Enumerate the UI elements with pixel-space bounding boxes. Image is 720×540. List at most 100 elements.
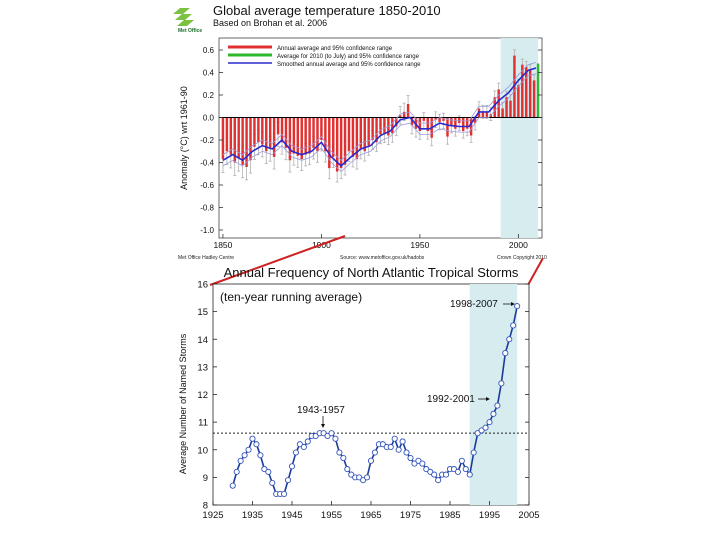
top-bar (525, 66, 528, 118)
bottom-y-tick-label: 15 (197, 307, 208, 318)
top-smooth-band (222, 62, 537, 173)
top-y-axis: -1.0 -0.8 -0.6 -0.4 -0.2 0.0 0.2 0.4 0.6 (200, 46, 542, 235)
top-bar (276, 117, 280, 135)
top-bar (473, 117, 477, 124)
top-bar (284, 117, 288, 148)
annotation-mid: 1943-1957 (297, 405, 345, 428)
top-y-tick-label: 0.0 (203, 114, 215, 123)
bottom-highlight-region (469, 284, 518, 505)
top-bar (229, 117, 233, 155)
bottom-y-tick-label: 12 (197, 390, 208, 401)
bottom-marker (494, 402, 501, 409)
legend-smoothed: Smoothed annual average and 95% confiden… (277, 62, 421, 68)
top-bar (469, 117, 473, 136)
top-y-tick-label: 0.4 (203, 69, 215, 78)
top-bar (391, 117, 394, 134)
met-office-logo: Met Office (173, 8, 202, 34)
top-bar (532, 80, 536, 118)
top-bar-2010 (536, 63, 540, 118)
top-bar (528, 70, 532, 118)
top-bar (320, 117, 323, 140)
connector-left (209, 235, 346, 286)
bottom-chart: Annual Frequency of North Atlantic Tropi… (178, 265, 540, 521)
bottom-y-tick-label: 16 (197, 280, 208, 291)
top-bar (343, 117, 347, 165)
top-bar (339, 117, 343, 169)
top-bar (454, 117, 457, 129)
bottom-marker (367, 457, 375, 464)
bottom-marker (344, 466, 351, 473)
top-bar (268, 117, 272, 149)
top-bar (410, 117, 414, 126)
bottom-marker (498, 380, 505, 387)
bottom-marker (245, 446, 252, 453)
top-bar (485, 111, 489, 118)
top-bar (261, 117, 264, 145)
bottom-x-tick-label: 1945 (281, 510, 302, 521)
top-bar (328, 117, 331, 169)
top-bar (355, 117, 359, 160)
bottom-x-tick-label: 1965 (360, 510, 381, 521)
top-y-tick-label: -0.4 (200, 159, 214, 168)
bottom-marker (340, 454, 347, 462)
top-bar (497, 89, 500, 118)
top-bar (363, 117, 366, 152)
top-y-tick-label: -0.8 (200, 204, 214, 213)
bottom-marker (387, 443, 394, 451)
legend-annual: Annual average and 95% confidence range (277, 46, 393, 52)
bottom-marker (466, 471, 473, 478)
top-bar (501, 108, 504, 118)
top-bar (398, 115, 402, 118)
bottom-y-tick-label: 8 (203, 501, 208, 512)
top-bar (446, 117, 449, 137)
top-bar (481, 111, 485, 118)
annotation-recent: 1992-2001 (427, 394, 490, 405)
top-bar (225, 117, 229, 152)
top-y-tick-label: -0.2 (200, 136, 214, 145)
bottom-y-tick-label: 9 (203, 473, 208, 484)
bottom-x-axis: 1925 1935 1945 1955 1965 1975 1985 1995 2005 (202, 501, 540, 521)
top-bar (351, 117, 355, 157)
top-bar (395, 117, 398, 127)
top-bar (359, 117, 363, 149)
bottom-x-tick-label: 1935 (242, 510, 263, 521)
bottom-marker (403, 449, 410, 456)
bottom-x-tick-label: 1955 (321, 510, 342, 521)
annotation-peak-label: 1998-2007 (450, 299, 498, 310)
top-bar (517, 84, 520, 118)
bottom-marker (288, 463, 296, 470)
top-bar (233, 117, 236, 163)
bottom-marker (233, 468, 240, 475)
top-y-axis-label: Anomaly (°C) wrt 1961-90 (179, 86, 189, 190)
top-bar (426, 117, 429, 131)
top-bar (221, 117, 225, 160)
top-bar (312, 117, 315, 148)
annotation-mid-label: 1943-1957 (297, 405, 345, 416)
top-highlight-region (500, 38, 539, 238)
bottom-marker (229, 482, 236, 489)
top-bar (379, 117, 382, 135)
top-bar (418, 117, 422, 131)
bottom-marker (510, 322, 517, 329)
top-bar (332, 117, 335, 157)
bottom-marker (399, 438, 406, 445)
top-y-tick-label: -0.6 (200, 181, 214, 190)
arrow-right-icon (486, 397, 490, 401)
top-bar (371, 117, 374, 140)
bottom-marker (300, 443, 307, 451)
connector-right (527, 257, 544, 286)
bottom-x-tick-label: 1925 (202, 510, 223, 521)
bottom-marker (454, 468, 461, 475)
bottom-marker (269, 479, 276, 486)
top-bar (493, 97, 496, 118)
top-bar (292, 117, 296, 154)
top-footer-right: Crown Copyright 2010 (497, 255, 547, 261)
bottom-marker (265, 468, 272, 475)
top-bar (245, 117, 248, 167)
top-bar (521, 64, 524, 118)
top-bar (257, 117, 260, 143)
bottom-marker (328, 430, 335, 437)
top-footer-source: Source: www.metoffice.gov.uk/hadobs (340, 255, 425, 261)
bottom-marker (486, 419, 493, 426)
bottom-x-tick-label: 1975 (400, 510, 421, 521)
